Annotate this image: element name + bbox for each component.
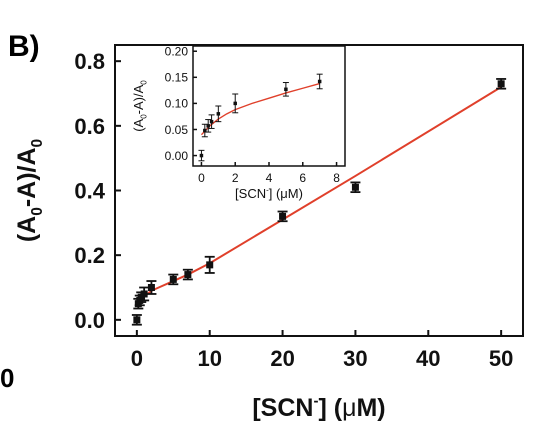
inset-x-label-sup: -: [266, 186, 269, 195]
main-data-point: [140, 290, 148, 298]
main-data-point: [206, 261, 214, 269]
main-x-tick-label: 30: [343, 346, 367, 371]
main-y-label-part1: (A: [13, 216, 41, 242]
main-x-axis-label: [SCN-] (μM): [252, 393, 385, 423]
main-x-tick-label: 40: [416, 346, 440, 371]
main-x-label-sup: -: [313, 393, 318, 410]
main-y-tick-label: 0.4: [74, 178, 105, 203]
main-y-tick-label: 0.8: [74, 49, 105, 74]
main-data-point: [279, 212, 287, 220]
main-data-point: [497, 80, 505, 88]
main-x-tick-label: 10: [197, 346, 221, 371]
inset-x-label-mu: μ: [280, 186, 288, 201]
main-x-label-unit: M): [356, 394, 385, 422]
inset-x-label-unit: M): [288, 186, 303, 201]
inset-x-tick-label: 8: [333, 171, 340, 185]
main-x-tick-label: 50: [489, 346, 513, 371]
main-chart: 0 10 20 30 40 500.00.20.40.60.8[SCN-] (μM)(A0…: [13, 44, 524, 423]
inset-y-tick-label: 0.20: [165, 45, 189, 59]
inset-data-point: [203, 128, 207, 133]
main-y-axis-label: (A0-A)/A0: [13, 139, 46, 242]
main-y-label-sub2: 0: [29, 139, 46, 148]
inset-data-point: [206, 124, 210, 128]
inset-y-label-part1: (A: [131, 118, 146, 131]
inset-x-tick-label: 0: [198, 171, 205, 185]
main-x-label-bracket: [SCN: [252, 394, 313, 422]
main-data-point: [169, 275, 177, 283]
main-y-tick-label: 0.6: [74, 114, 105, 139]
inset-data-point: [233, 101, 237, 106]
main-y-tick-label: 0.0: [74, 308, 105, 333]
inset-x-label-bracket: [SCN: [235, 186, 266, 201]
main-y-tick-label: 0.2: [74, 243, 105, 268]
main-data-point: [147, 284, 155, 291]
main-fit-line: [136, 86, 502, 308]
main-data-point: [184, 271, 192, 279]
panel-label: B): [8, 30, 40, 63]
inset-x-tick-label: 2: [232, 171, 239, 185]
inset-data-point: [317, 79, 322, 84]
inset-data-point: [199, 153, 204, 158]
main-y-label-part2: -A)/A: [13, 147, 41, 207]
inset-y-label-sub1: 0: [140, 114, 149, 119]
inset-x-tick-label: 4: [266, 171, 273, 185]
inset-data-point: [284, 87, 288, 92]
inset-y-axis-label: (A0-A)/A0: [131, 80, 149, 132]
inset-y-tick-label: 0.15: [165, 71, 189, 85]
inset-y-tick-label: 0.10: [165, 97, 189, 111]
inset-y-tick-label: 0.05: [165, 123, 189, 137]
main-x-tick-label: 0: [131, 346, 143, 371]
main-data-point: [351, 183, 359, 191]
inset-y-label-sub2: 0: [140, 80, 149, 85]
main-y-label-sub1: 0: [29, 207, 46, 216]
inset-x-tick-label: 6: [299, 171, 306, 185]
main-x-tick-label: 20: [270, 346, 294, 371]
inset-y-label-part2: -A)/A: [131, 84, 146, 114]
inset-y-tick-label: 0.00: [165, 149, 189, 163]
inset-x-label-rest: ] (: [269, 186, 281, 201]
cropped-edge-label: 0: [0, 363, 15, 393]
main-x-label-rest: ] (: [318, 394, 342, 422]
inset-chart: 0 2 4 6 80.000.050.100.150.20[SCN-] (μM)(A0-…: [131, 45, 346, 201]
main-x-label-mu: μ: [342, 394, 356, 422]
main-data-point: [133, 316, 141, 324]
inset-data-point: [209, 119, 214, 124]
inset-data-point: [216, 112, 221, 116]
inset-x-axis-label: [SCN-] (μM): [235, 186, 303, 201]
inset-fit-line: [200, 82, 320, 136]
